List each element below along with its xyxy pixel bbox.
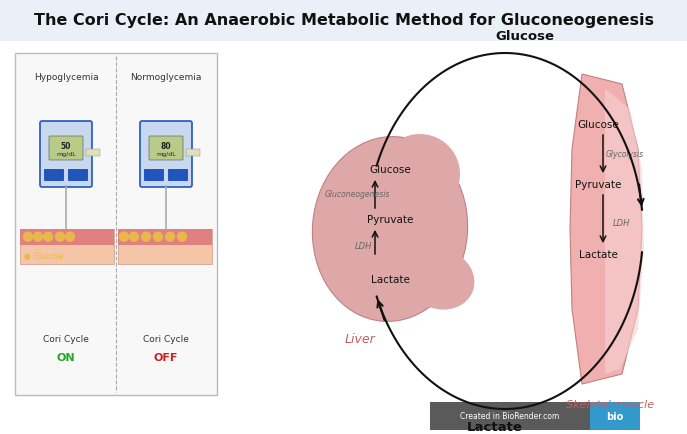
Text: Normoglycemia: Normoglycemia	[131, 72, 202, 81]
Text: ON: ON	[57, 352, 76, 362]
Bar	[0, 0, 687, 42]
Bar	[118, 230, 212, 245]
Text: Pyruvate: Pyruvate	[575, 180, 621, 190]
Bar	[590, 402, 640, 430]
Text: LDH: LDH	[354, 242, 372, 251]
Text: Liver: Liver	[345, 333, 375, 346]
Circle shape	[142, 233, 150, 242]
FancyBboxPatch shape	[149, 137, 183, 161]
Circle shape	[177, 233, 186, 242]
Text: Lactate: Lactate	[578, 250, 618, 260]
Text: LDH: LDH	[612, 219, 630, 228]
Text: bio: bio	[607, 411, 624, 421]
Text: Lactate: Lactate	[370, 274, 409, 284]
Text: Glucose: Glucose	[369, 164, 411, 174]
Text: OFF: OFF	[154, 352, 178, 362]
Circle shape	[153, 233, 163, 242]
Circle shape	[166, 233, 174, 242]
FancyBboxPatch shape	[15, 54, 217, 395]
FancyBboxPatch shape	[140, 122, 192, 187]
Bar	[20, 230, 114, 245]
Circle shape	[43, 233, 52, 242]
Text: ● Glucose: ● Glucose	[24, 251, 63, 260]
Ellipse shape	[405, 249, 475, 310]
Circle shape	[56, 233, 65, 242]
Text: 50: 50	[61, 142, 71, 151]
Polygon shape	[605, 90, 644, 374]
Text: mg/dL: mg/dL	[156, 152, 176, 157]
FancyBboxPatch shape	[68, 170, 88, 181]
Text: Gluconeogenesis: Gluconeogenesis	[324, 190, 390, 199]
Bar	[430, 402, 590, 430]
Text: 80: 80	[161, 142, 171, 151]
Text: mg/dL: mg/dL	[56, 152, 76, 157]
Text: The Cori Cycle: An Anaerobic Metabolic Method for Gluconeogenesis: The Cori Cycle: An Anaerobic Metabolic M…	[34, 13, 653, 29]
Text: Glucose: Glucose	[495, 30, 554, 43]
Bar	[118, 230, 212, 264]
Text: Cori Cycle: Cori Cycle	[43, 335, 89, 344]
FancyBboxPatch shape	[49, 137, 83, 161]
Polygon shape	[570, 75, 642, 384]
Bar	[86, 150, 100, 157]
Text: Hypoglycemia: Hypoglycemia	[34, 72, 98, 81]
Text: Skeletal muscle: Skeletal muscle	[566, 399, 654, 409]
Circle shape	[65, 233, 74, 242]
FancyBboxPatch shape	[168, 170, 188, 181]
Circle shape	[120, 233, 128, 242]
FancyBboxPatch shape	[144, 170, 164, 181]
Circle shape	[34, 233, 43, 242]
Circle shape	[130, 233, 139, 242]
Text: Created in BioRender.com: Created in BioRender.com	[460, 411, 560, 421]
Text: Glucose: Glucose	[577, 120, 619, 130]
Bar	[20, 230, 114, 264]
Text: Lactate: Lactate	[467, 421, 523, 434]
Text: Glycolysis: Glycolysis	[606, 150, 644, 159]
Circle shape	[23, 233, 32, 242]
Ellipse shape	[380, 135, 460, 214]
FancyBboxPatch shape	[40, 122, 92, 187]
Text: Cori Cycle: Cori Cycle	[143, 335, 189, 344]
Text: Pyruvate: Pyruvate	[367, 214, 413, 224]
Bar	[186, 150, 200, 157]
Ellipse shape	[313, 137, 468, 322]
FancyBboxPatch shape	[44, 170, 64, 181]
